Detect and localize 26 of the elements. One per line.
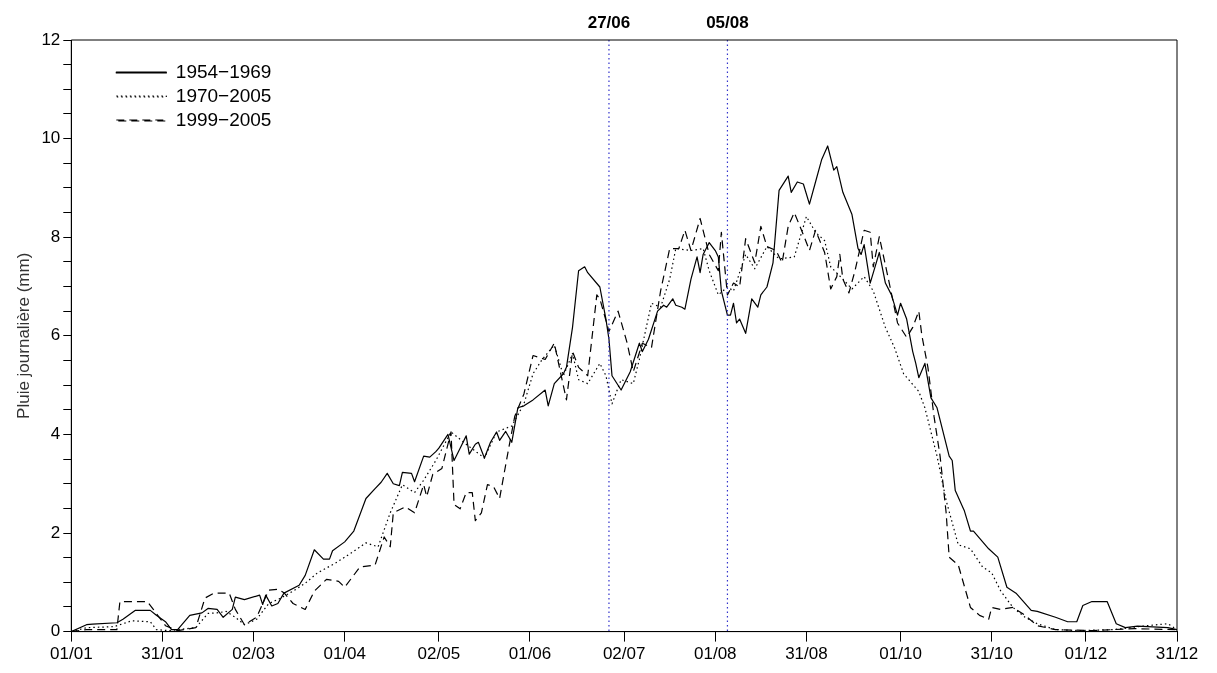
x-tick-label: 01/04 — [323, 644, 366, 664]
x-tick-label: 31/08 — [785, 644, 828, 664]
x-tick-label: 01/10 — [879, 644, 922, 664]
y-tick-label: 4 — [50, 424, 61, 444]
x-tick-label: 02/03 — [232, 644, 275, 664]
x-tick-label: 01/08 — [694, 644, 737, 664]
y-tick-label: 8 — [50, 226, 61, 246]
x-tick-label: 01/12 — [1064, 644, 1108, 664]
x-tick-label: 31/10 — [970, 644, 1013, 664]
x-tick-label: 02/07 — [602, 644, 646, 664]
y-axis-title: Pluie journalière (mm) — [13, 252, 33, 419]
y-tick-label: 6 — [50, 325, 61, 345]
y-tick-label: 10 — [41, 128, 61, 148]
ref-line-label: 27/06 — [587, 13, 631, 33]
legend-label: 1970−2005 — [175, 84, 272, 106]
y-tick-label: 0 — [50, 621, 61, 641]
ref-line-label: 05/08 — [706, 13, 749, 33]
x-tick-label: 02/05 — [417, 644, 461, 664]
x-tick-label: 01/01 — [50, 644, 93, 664]
x-tick-label: 31/12 — [1155, 644, 1199, 664]
x-tick-label: 01/06 — [508, 644, 552, 664]
y-tick-label: 12 — [41, 29, 61, 49]
legend-label: 1954−1969 — [175, 60, 272, 82]
x-tick-label: 31/01 — [141, 644, 184, 664]
legend-label: 1999−2005 — [175, 108, 272, 130]
y-tick-label: 2 — [50, 522, 61, 542]
